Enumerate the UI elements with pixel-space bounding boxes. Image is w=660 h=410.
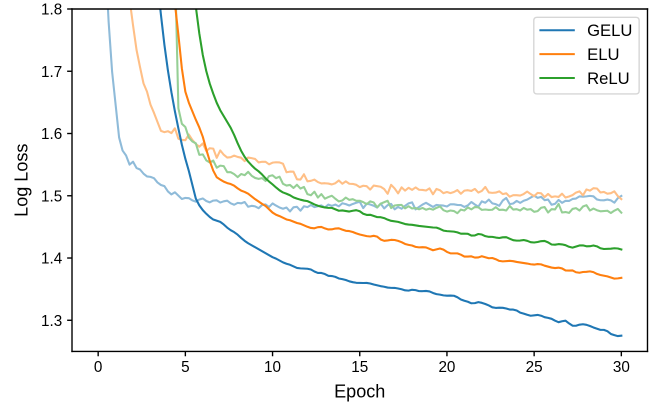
svg-text:1.6: 1.6 [41,126,62,143]
svg-text:1.7: 1.7 [41,64,62,81]
svg-text:Epoch: Epoch [334,381,385,401]
svg-text:GELU: GELU [587,21,632,40]
svg-text:ELU: ELU [587,45,619,64]
svg-text:25: 25 [526,359,543,376]
svg-text:1.3: 1.3 [41,313,62,330]
svg-text:Log Loss: Log Loss [12,144,32,217]
svg-text:30: 30 [613,359,630,376]
svg-text:20: 20 [438,359,455,376]
svg-text:1.4: 1.4 [41,251,63,268]
svg-text:ReLU: ReLU [587,69,630,88]
svg-text:5: 5 [181,359,189,376]
svg-text:1.8: 1.8 [41,2,62,19]
svg-text:0: 0 [94,359,102,376]
svg-text:15: 15 [351,359,368,376]
svg-text:1.5: 1.5 [41,188,62,205]
svg-text:10: 10 [264,359,281,376]
